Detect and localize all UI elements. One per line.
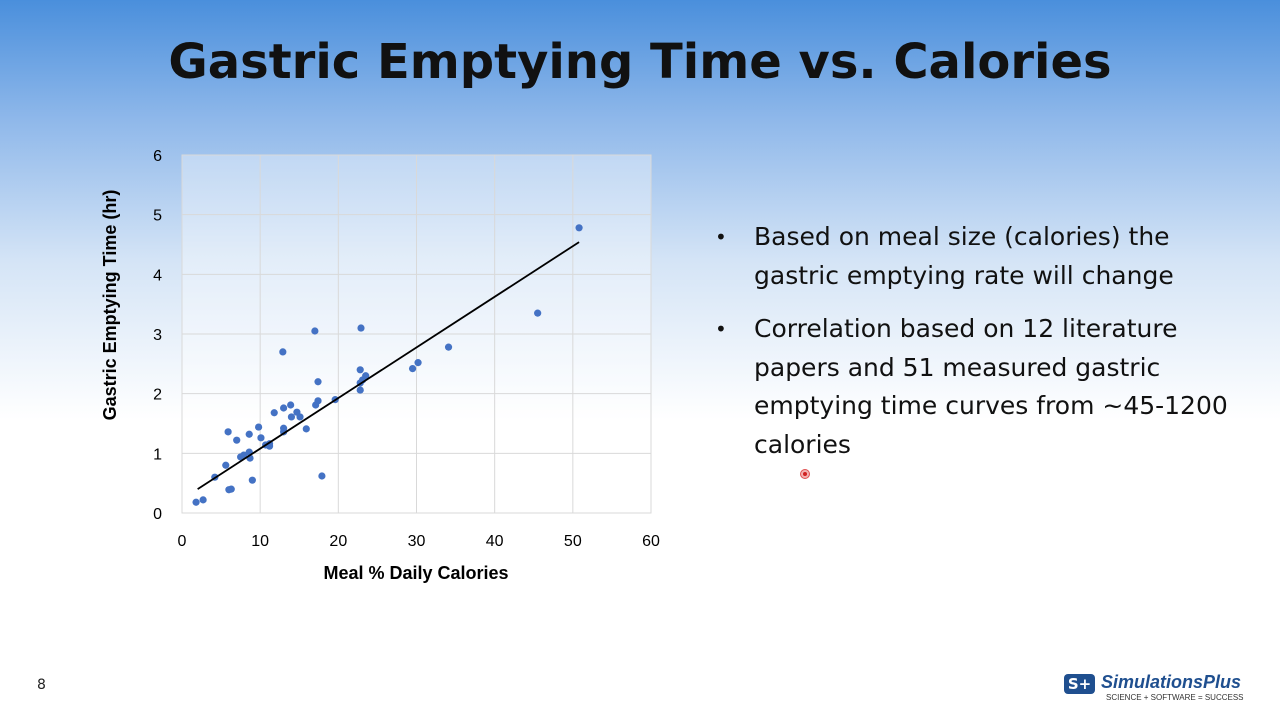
data-point xyxy=(248,476,256,484)
logo-badge-icon: S+ xyxy=(1064,674,1095,694)
data-point xyxy=(255,423,263,431)
scatter-chart: 0 10 20 30 40 50 60 0 1 2 3 4 5 6 Meal % Daily Calori… xyxy=(100,148,660,583)
data-points xyxy=(192,224,583,506)
data-point xyxy=(414,359,422,367)
data-point xyxy=(311,327,319,335)
tick-labels: 0 10 20 30 40 50 60 0 1 2 3 4 5 6 xyxy=(153,148,660,550)
data-point xyxy=(575,224,583,232)
bullet-icon: • xyxy=(715,225,727,249)
bullet-item: • Based on meal size (calories) the gastr… xyxy=(715,218,1255,295)
x-tick-label: 20 xyxy=(329,533,347,550)
x-tick-label: 0 xyxy=(178,533,187,550)
y-tick-label: 6 xyxy=(153,148,162,165)
data-point xyxy=(287,401,295,409)
data-point xyxy=(302,425,310,433)
y-tick-label: 2 xyxy=(153,387,162,404)
data-point xyxy=(314,397,322,405)
y-tick-label: 1 xyxy=(153,446,162,463)
chart-grid xyxy=(181,154,652,514)
data-point xyxy=(257,434,265,442)
logo-tagline: SCIENCE + SOFTWARE = SUCCESS xyxy=(1106,693,1244,702)
data-point xyxy=(199,496,207,504)
data-point xyxy=(192,498,200,506)
data-point xyxy=(280,404,288,412)
data-point xyxy=(245,430,253,438)
data-point xyxy=(318,472,326,480)
data-point xyxy=(227,485,235,493)
page-number: 8 xyxy=(37,677,46,693)
y-tick-label: 3 xyxy=(153,327,162,344)
bullet-list: • Based on meal size (calories) the gastr… xyxy=(715,218,1255,479)
data-point xyxy=(357,324,365,332)
x-tick-label: 40 xyxy=(486,533,504,550)
slide-title: Gastric Emptying Time vs. Calories xyxy=(168,34,1112,90)
x-tick-label: 30 xyxy=(408,533,426,550)
y-tick-label: 0 xyxy=(153,506,162,523)
trendline xyxy=(197,241,580,490)
x-tick-label: 10 xyxy=(251,533,269,550)
bullet-item: • Correlation based on 12 literature pape… xyxy=(715,310,1255,464)
data-point xyxy=(408,365,417,373)
data-point xyxy=(270,409,278,417)
pointer-indicator-icon xyxy=(800,469,810,479)
data-point xyxy=(240,451,248,459)
x-tick-label: 60 xyxy=(642,533,660,550)
data-point xyxy=(362,372,370,380)
logo-name: SimulationsPlus xyxy=(1101,672,1242,692)
y-tick-label: 4 xyxy=(153,267,162,284)
data-point xyxy=(314,378,322,386)
y-tick-label: 5 xyxy=(153,208,162,225)
data-point xyxy=(224,428,232,436)
data-point xyxy=(444,343,453,351)
data-point xyxy=(356,366,364,374)
data-point xyxy=(296,413,304,421)
bullet-text: Correlation based on 12 literature paper… xyxy=(754,314,1228,459)
data-point xyxy=(534,309,542,317)
data-point xyxy=(279,348,287,356)
x-tick-label: 50 xyxy=(564,533,582,550)
bullet-text: Based on meal size (calories) the gastri… xyxy=(754,222,1174,290)
data-point xyxy=(233,436,241,444)
data-point xyxy=(287,413,296,421)
company-logo: S+ SimulationsPlus SCIENCE + SOFTWARE = … xyxy=(1064,672,1269,704)
x-axis-label: Meal % Daily Calories xyxy=(323,563,508,583)
bullet-icon: • xyxy=(715,317,727,341)
y-axis-label: Gastric Emptying Time (hr) xyxy=(100,190,120,421)
data-point xyxy=(222,461,230,469)
data-point xyxy=(356,386,364,394)
